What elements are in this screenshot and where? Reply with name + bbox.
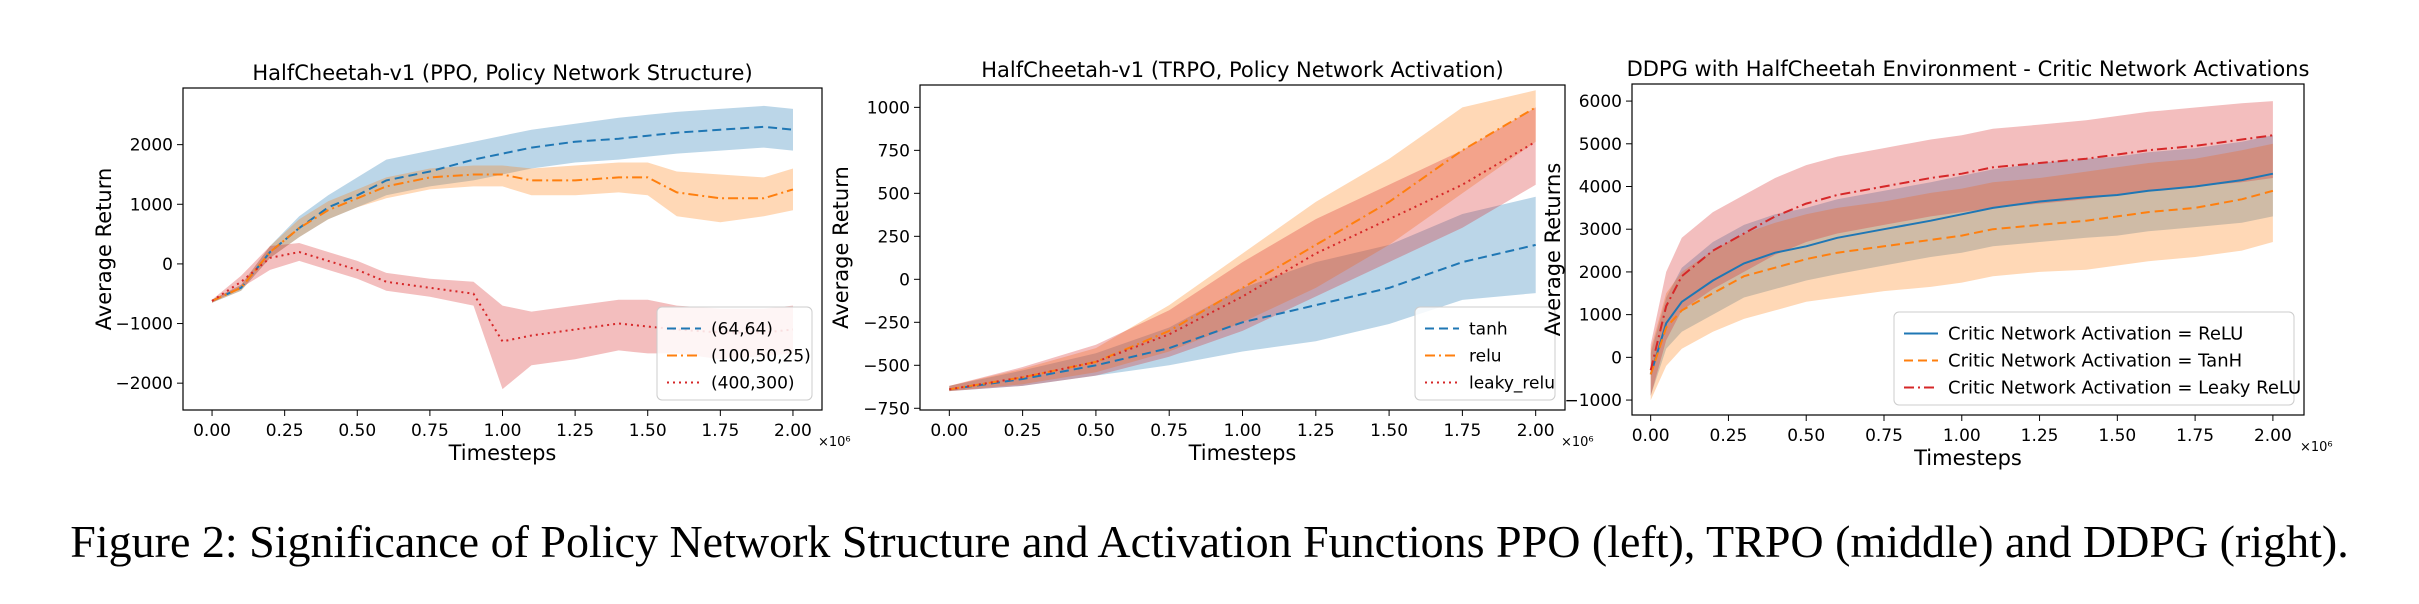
x-tick-label: 1.25 — [556, 421, 594, 441]
x-multiplier: ×10⁶ — [2300, 440, 2333, 455]
y-tick-label: −2000 — [115, 374, 173, 394]
legend-label: leaky_relu — [1469, 374, 1555, 394]
chart-title: HalfCheetah-v1 (PPO, Policy Network Stru… — [252, 61, 752, 85]
x-tick-label: 1.00 — [1224, 421, 1262, 441]
x-tick-label: 1.75 — [701, 421, 739, 441]
x-axis-label: Timesteps — [1913, 446, 2022, 470]
x-tick-label: 0.00 — [193, 421, 231, 441]
y-tick-label: 0 — [162, 255, 173, 275]
x-tick-label: 1.50 — [1370, 421, 1408, 441]
series-band-1 — [1650, 135, 2273, 396]
x-tick-label: 0.25 — [1710, 426, 1748, 446]
x-multiplier: ×10⁶ — [1561, 435, 1594, 450]
x-tick-label: 1.25 — [1297, 421, 1335, 441]
y-tick-label: 2000 — [130, 136, 173, 156]
x-tick-label: 1.25 — [2021, 426, 2059, 446]
y-tick-label: −1000 — [1564, 391, 1622, 411]
series-line-3 — [211, 250, 794, 343]
y-tick-label: 6000 — [1579, 92, 1622, 112]
legend: tanh relu leaky_relu — [1414, 306, 1556, 401]
plot-frame — [1631, 83, 2305, 416]
series-band-1 — [212, 105, 793, 303]
y-tick-label: 3000 — [1579, 220, 1622, 240]
y-tick-label: 250 — [878, 227, 910, 247]
y-tick-label: 1000 — [1579, 306, 1622, 326]
x-tick-label: 0.75 — [411, 421, 449, 441]
y-axis-label: Average Returns — [1541, 163, 1565, 337]
y-axis-label: Average Return — [829, 166, 853, 329]
y-tick-label: 1000 — [130, 195, 173, 215]
x-multiplier: ×10⁶ — [818, 435, 851, 450]
series-band-2 — [949, 90, 1536, 392]
x-tick-label: 2.00 — [774, 421, 812, 441]
x-axis-label: Timesteps — [448, 441, 557, 465]
x-tick-label: 0.25 — [266, 421, 304, 441]
x-tick-label: 0.00 — [1632, 426, 1670, 446]
legend-label: relu — [1469, 347, 1502, 367]
legend-label: (100,50,25) — [711, 347, 811, 367]
series-band-3 — [212, 243, 793, 390]
legend: Critic Network Activation = ReLU Critic N… — [1893, 311, 2301, 406]
y-tick-label: 0 — [1611, 348, 1622, 368]
series-line-3 — [949, 140, 1537, 391]
chart-panel-2: 0.00 0.25 0.50 0.75 1.00 1.25 1.50 1.75 2.00 −750… — [829, 58, 1594, 465]
series-line-2 — [1649, 189, 2274, 375]
x-tick-label: 0.50 — [1077, 421, 1115, 441]
chart-panel-1: 0.00 0.25 0.50 0.75 1.00 1.25 1.50 1.75 2.00 −200… — [92, 61, 851, 465]
x-tick-label: 0.25 — [1004, 421, 1042, 441]
legend-label: (64,64) — [711, 320, 773, 340]
series-band-3 — [1650, 101, 2273, 396]
x-tick-label: 0.50 — [338, 421, 376, 441]
x-tick-label: 2.00 — [2254, 426, 2292, 446]
y-axis-label: Average Return — [92, 168, 116, 331]
x-tick-label: 2.00 — [1517, 421, 1555, 441]
y-tick-label: −750 — [863, 399, 910, 419]
series-band-2 — [212, 162, 793, 303]
x-tick-label: 1.75 — [2176, 426, 2214, 446]
chart-panel-3: 0.00 0.25 0.50 0.75 1.00 1.25 1.50 1.75 2.00 −100… — [1541, 57, 2333, 470]
legend: (64,64) (100,50,25) (400,300) — [656, 306, 813, 401]
series-band-2 — [1650, 143, 2273, 401]
chart-title: HalfCheetah-v1 (TRPO, Policy Network Act… — [981, 58, 1504, 82]
y-tick-label: 750 — [878, 141, 910, 161]
x-tick-label: 0.75 — [1865, 426, 1903, 446]
x-tick-label: 1.50 — [2098, 426, 2136, 446]
series-line-2 — [211, 173, 794, 302]
y-tick-label: 2000 — [1579, 263, 1622, 283]
x-tick-label: 1.50 — [629, 421, 667, 441]
legend-label: Critic Network Activation = Leaky ReLU — [1948, 378, 2301, 399]
y-tick-label: −500 — [863, 356, 910, 376]
series-line-1 — [949, 243, 1536, 391]
series-line-1 — [1649, 172, 2274, 375]
legend-label: tanh — [1469, 320, 1508, 340]
y-tick-label: 5000 — [1579, 135, 1622, 155]
x-tick-label: 1.00 — [1943, 426, 1981, 446]
x-tick-label: 1.75 — [1443, 421, 1481, 441]
y-tick-label: 4000 — [1579, 178, 1622, 198]
x-tick-label: 1.00 — [484, 421, 522, 441]
series-line-2 — [949, 106, 1537, 391]
y-tick-label: 500 — [878, 184, 910, 204]
x-axis-label: Timesteps — [1188, 441, 1297, 465]
x-tick-label: 0.50 — [1787, 426, 1825, 446]
series-band-1 — [949, 196, 1536, 392]
y-tick-label: 1000 — [867, 98, 910, 118]
legend-box — [656, 306, 813, 401]
x-tick-label: 0.00 — [930, 421, 968, 441]
y-tick-label: 0 — [899, 270, 910, 290]
legend-label: (400,300) — [711, 374, 795, 394]
legend-box — [1893, 311, 2295, 406]
chart-title: DDPG with HalfCheetah Environment - Crit… — [1627, 57, 2310, 81]
legend-box — [1414, 306, 1556, 401]
legend-label: Critic Network Activation = ReLU — [1948, 324, 2243, 345]
figure-caption: Figure 2: Significance of Policy Network… — [70, 516, 2349, 567]
y-tick-label: −250 — [863, 313, 910, 333]
y-tick-label: −1000 — [115, 315, 173, 335]
x-tick-label: 0.75 — [1150, 421, 1188, 441]
legend-label: Critic Network Activation = TanH — [1948, 351, 2242, 372]
